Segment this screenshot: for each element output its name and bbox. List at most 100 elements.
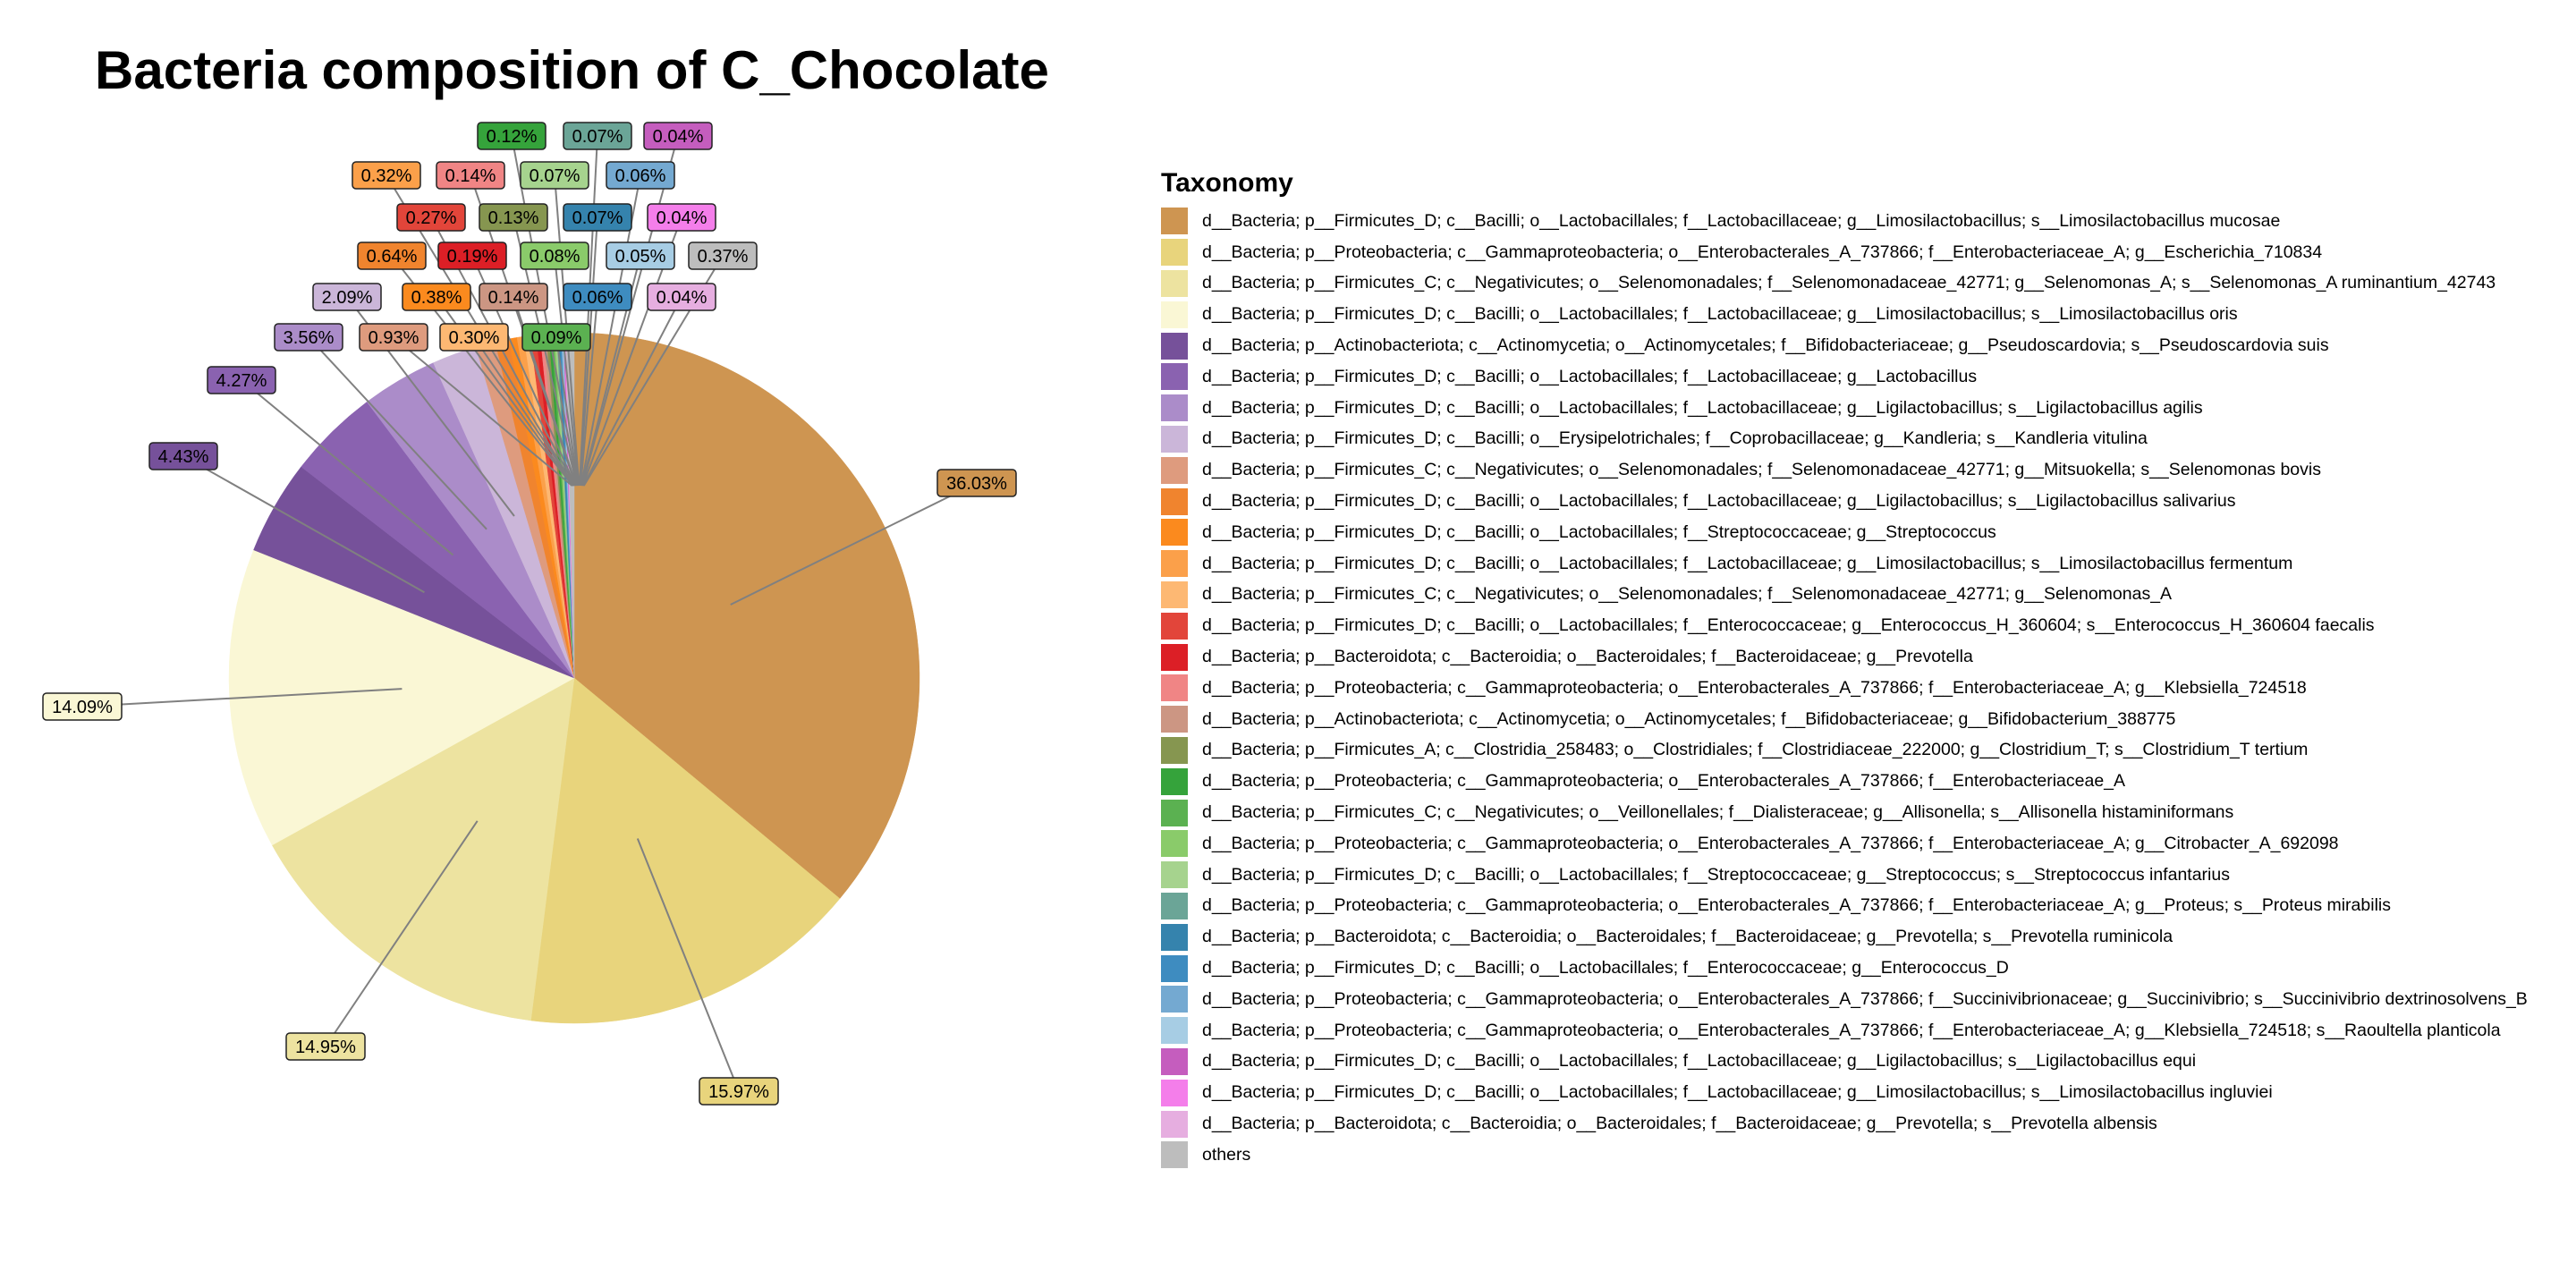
- leader-line: [308, 336, 487, 530]
- slice-label-box: [352, 161, 421, 190]
- legend-swatch: [1161, 1141, 1188, 1169]
- slice-label-box: [42, 692, 123, 721]
- slice-label-box: [396, 203, 466, 232]
- legend-title: Taxonomy: [1161, 168, 1293, 198]
- slice-label: 0.04%: [653, 127, 704, 147]
- legend-label: d__Bacteria; p__Firmicutes_D; c__Bacilli…: [1202, 397, 2203, 418]
- slice-label: 14.95%: [295, 1038, 356, 1057]
- legend-label: d__Bacteria; p__Firmicutes_C; c__Negativ…: [1202, 460, 2321, 480]
- legend-item: d__Bacteria; p__Proteobacteria; c__Gamma…: [1161, 766, 2528, 797]
- legend-swatch: [1161, 487, 1188, 515]
- leader-line: [636, 838, 740, 1092]
- legend-swatch: [1161, 1047, 1188, 1075]
- leader-line: [580, 296, 598, 487]
- slice-label-box: [148, 442, 218, 470]
- slice-label-box: [606, 161, 675, 190]
- legend-item: d__Bacteria; p__Proteobacteria; c__Gamma…: [1161, 984, 2528, 1015]
- legend-item: d__Bacteria; p__Firmicutes_D; c__Bacilli…: [1161, 361, 2528, 393]
- slice-label: 14.09%: [52, 698, 113, 717]
- leader-line: [582, 296, 682, 487]
- legend-item: d__Bacteria; p__Bacteroidota; c__Bactero…: [1161, 641, 2528, 673]
- legend-label: d__Bacteria; p__Bacteroidota; c__Bactero…: [1202, 1114, 2157, 1133]
- legend: Taxonomy d__Bacteria; p__Firmicutes_D; c…: [1161, 168, 2528, 1171]
- legend-label: d__Bacteria; p__Firmicutes_D; c__Bacilli…: [1202, 304, 2238, 325]
- slice-label: 0.37%: [698, 247, 749, 267]
- legend-swatch: [1161, 519, 1188, 547]
- legend-label: d__Bacteria; p__Firmicutes_C; c__Negativ…: [1202, 273, 2496, 293]
- legend-swatch: [1161, 1079, 1188, 1106]
- pie-slice: [228, 549, 575, 846]
- legend-label: d__Bacteria; p__Firmicutes_D; c__Bacilli…: [1202, 864, 2230, 885]
- legend-swatch: [1161, 208, 1188, 235]
- slice-label-box: [439, 323, 509, 352]
- legend-label: d__Bacteria; p__Firmicutes_D; c__Bacilli…: [1202, 1051, 2197, 1072]
- slice-label-box: [285, 1032, 366, 1061]
- legend-swatch: [1161, 550, 1188, 578]
- leader-line: [581, 135, 679, 487]
- slice-label: 3.56%: [284, 328, 335, 348]
- legend-swatch: [1161, 332, 1188, 360]
- legend-item: d__Bacteria; p__Bacteroidota; c__Bactero…: [1161, 1108, 2528, 1140]
- legend-swatch: [1161, 986, 1188, 1013]
- legend-swatch: [1161, 799, 1188, 826]
- legend-items: d__Bacteria; p__Firmicutes_D; c__Bacilli…: [1161, 206, 2528, 1171]
- legend-label: d__Bacteria; p__Bacteroidota; c__Bactero…: [1202, 647, 1973, 667]
- legend-swatch: [1161, 643, 1188, 671]
- slice-label: 0.12%: [487, 127, 538, 147]
- leader-line: [182, 455, 425, 594]
- legend-item: d__Bacteria; p__Firmicutes_C; c__Negativ…: [1161, 580, 2528, 611]
- legend-item: d__Bacteria; p__Firmicutes_C; c__Negativ…: [1161, 454, 2528, 486]
- slice-label: 0.14%: [445, 166, 496, 186]
- legend-item: d__Bacteria; p__Firmicutes_D; c__Bacilli…: [1161, 424, 2528, 455]
- legend-label: d__Bacteria; p__Proteobacteria; c__Gamma…: [1202, 242, 2323, 262]
- legend-swatch: [1161, 954, 1188, 982]
- legend-label: d__Bacteria; p__Proteobacteria; c__Gamma…: [1202, 833, 2339, 853]
- pie-slices: [228, 332, 920, 1024]
- pie-chart: 36.03% 15.97% 14.95% 14.09% 4.43% 4.27% 3.56% 2…: [42, 122, 1017, 1106]
- slice-label-box: [647, 283, 716, 311]
- slice-label: 0.32%: [361, 166, 412, 186]
- legend-item: d__Bacteria; p__Firmicutes_A; c__Clostri…: [1161, 735, 2528, 767]
- legend-item: d__Bacteria; p__Actinobacteriota; c__Act…: [1161, 704, 2528, 735]
- legend-label: d__Bacteria; p__Actinobacteriota; c__Act…: [1202, 335, 2329, 356]
- slice-label-box: [606, 242, 675, 270]
- leader-line: [393, 336, 573, 487]
- slice-label: 0.93%: [369, 328, 419, 348]
- legend-item: d__Bacteria; p__Firmicutes_D; c__Bacilli…: [1161, 299, 2528, 330]
- slice-label: 0.04%: [657, 288, 708, 308]
- slice-label: 0.14%: [488, 288, 539, 308]
- legend-swatch: [1161, 923, 1188, 951]
- legend-item: d__Bacteria; p__Firmicutes_C; c__Negativ…: [1161, 797, 2528, 828]
- slice-label-box: [520, 242, 589, 270]
- leader-line: [554, 255, 580, 487]
- slice-label-box: [312, 283, 382, 311]
- slice-label: 2.09%: [322, 288, 373, 308]
- slice-label: 0.04%: [657, 208, 708, 228]
- slice-label-box: [274, 323, 343, 352]
- legend-label: d__Bacteria; p__Firmicutes_D; c__Bacilli…: [1202, 428, 2148, 449]
- legend-item: d__Bacteria; p__Proteobacteria; c__Gamma…: [1161, 828, 2528, 860]
- chart-title: Bacteria composition of C_Chocolate: [95, 40, 1049, 100]
- slice-label-box: [479, 283, 548, 311]
- leader-line: [555, 336, 580, 487]
- leader-line: [241, 379, 454, 556]
- slice-label-box: [437, 242, 507, 270]
- legend-swatch: [1161, 892, 1188, 919]
- slice-label: 0.07%: [572, 127, 623, 147]
- legend-item: d__Bacteria; p__Firmicutes_D; c__Bacilli…: [1161, 393, 2528, 424]
- slice-label-box: [688, 242, 758, 270]
- legend-label: d__Bacteria; p__Proteobacteria; c__Gamma…: [1202, 677, 2307, 698]
- slice-label-box: [563, 203, 632, 232]
- legend-item: d__Bacteria; p__Firmicutes_D; c__Bacilli…: [1161, 860, 2528, 891]
- legend-label: d__Bacteria; p__Firmicutes_D; c__Bacilli…: [1202, 491, 2236, 512]
- slice-label-box: [643, 122, 713, 150]
- legend-item: d__Bacteria; p__Firmicutes_D; c__Bacilli…: [1161, 1077, 2528, 1108]
- legend-swatch: [1161, 706, 1188, 733]
- slice-label-box: [207, 366, 276, 394]
- legend-label: d__Bacteria; p__Bacteroidota; c__Bactero…: [1202, 927, 2174, 947]
- legend-swatch: [1161, 269, 1188, 297]
- slice-label: 0.06%: [615, 166, 666, 186]
- slice-label: 0.09%: [531, 328, 582, 348]
- legend-swatch: [1161, 861, 1188, 889]
- legend-label: d__Bacteria; p__Firmicutes_D; c__Bacilli…: [1202, 1082, 2273, 1103]
